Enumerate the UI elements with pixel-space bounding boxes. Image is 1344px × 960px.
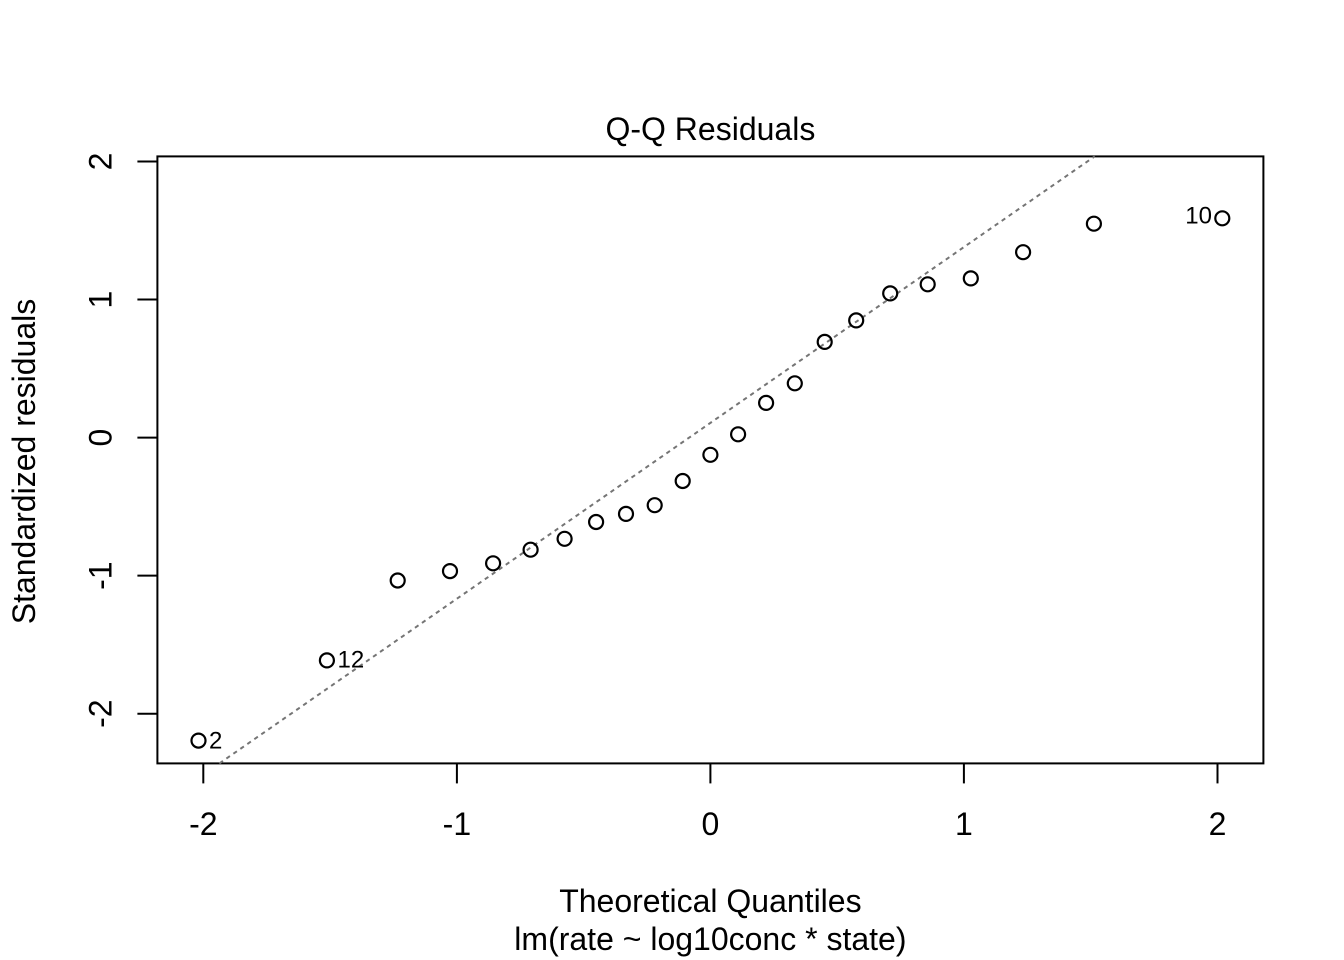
svg-text:2: 2 — [83, 153, 119, 171]
svg-text:Q-Q Residuals: Q-Q Residuals — [605, 111, 815, 147]
svg-text:lm(rate ~ log10conc * state): lm(rate ~ log10conc * state) — [514, 921, 906, 957]
svg-text:-1: -1 — [443, 806, 471, 842]
svg-text:10: 10 — [1185, 203, 1212, 230]
svg-text:2: 2 — [209, 728, 222, 755]
svg-text:-1: -1 — [83, 561, 119, 589]
svg-text:-2: -2 — [83, 699, 119, 727]
svg-text:0: 0 — [83, 429, 119, 447]
svg-text:Standardized residuals: Standardized residuals — [6, 299, 42, 625]
svg-text:Theoretical Quantiles: Theoretical Quantiles — [559, 883, 861, 919]
svg-text:0: 0 — [702, 806, 720, 842]
svg-text:-2: -2 — [189, 806, 217, 842]
svg-text:1: 1 — [83, 291, 119, 309]
svg-text:12: 12 — [338, 647, 365, 674]
svg-text:2: 2 — [1209, 806, 1227, 842]
svg-text:1: 1 — [955, 806, 973, 842]
